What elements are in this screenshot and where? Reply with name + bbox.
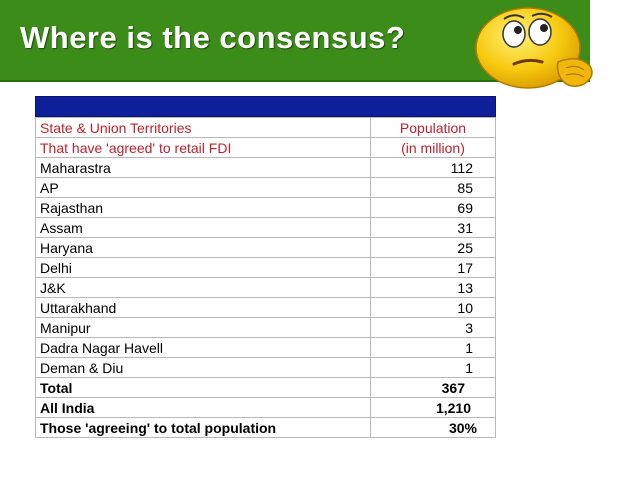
state-name: Maharastra [35, 157, 371, 178]
population-value: 31 [370, 217, 496, 238]
table-header-bar [35, 96, 496, 117]
table-row: Delhi 17 [35, 257, 496, 278]
slide-title: Where is the consensus? [20, 20, 406, 55]
population-table: State & Union Territories Population Tha… [35, 117, 496, 438]
table-row: J&K 13 [35, 277, 496, 298]
table-header-row-1: State & Union Territories Population [35, 117, 496, 138]
column-header-states: State & Union Territories [35, 117, 371, 138]
total-label: Total [35, 377, 371, 398]
population-value: 69 [370, 197, 496, 218]
state-name: J&K [35, 277, 371, 298]
state-name: Uttarakhand [35, 297, 371, 318]
population-value: 13 [370, 277, 496, 298]
table-header-row-2: That have 'agreed' to retail FDI (in mil… [35, 137, 496, 158]
total-value: 367 [370, 377, 496, 398]
population-value: 10 [370, 297, 496, 318]
table-row: Maharastra 112 [35, 157, 496, 178]
column-header-states-sub: That have 'agreed' to retail FDI [35, 137, 371, 158]
state-name: Assam [35, 217, 371, 238]
table-row: Deman & Diu 1 [35, 357, 496, 378]
table-row: Haryana 25 [35, 237, 496, 258]
state-name: Delhi [35, 257, 371, 278]
state-name: Deman & Diu [35, 357, 371, 378]
state-name: Haryana [35, 237, 371, 258]
state-name: Manipur [35, 317, 371, 338]
total-row: Total 367 [35, 377, 496, 398]
population-value: 17 [370, 257, 496, 278]
thinking-smiley-icon [475, 7, 593, 89]
population-value: 1 [370, 337, 496, 358]
population-value: 112 [370, 157, 496, 178]
population-value: 25 [370, 237, 496, 258]
state-name: Rajasthan [35, 197, 371, 218]
population-value: 85 [370, 177, 496, 198]
column-header-population-unit: (in million) [370, 137, 496, 158]
ratio-value: 30% [370, 417, 496, 438]
column-header-population: Population [370, 117, 496, 138]
state-name: Dadra Nagar Havell [35, 337, 371, 358]
population-value: 3 [370, 317, 496, 338]
table-row: Uttarakhand 10 [35, 297, 496, 318]
all-india-value: 1,210 [370, 397, 496, 418]
table-row: Dadra Nagar Havell 1 [35, 337, 496, 358]
state-name: AP [35, 177, 371, 198]
ratio-label: Those 'agreeing' to total population [35, 417, 371, 438]
population-value: 1 [370, 357, 496, 378]
table-row: Rajasthan 69 [35, 197, 496, 218]
table-row: Manipur 3 [35, 317, 496, 338]
table-row: AP 85 [35, 177, 496, 198]
all-india-label: All India [35, 397, 371, 418]
all-india-row: All India 1,210 [35, 397, 496, 418]
ratio-row: Those 'agreeing' to total population 30% [35, 417, 496, 438]
table-row: Assam 31 [35, 217, 496, 238]
fdi-table: State & Union Territories Population Tha… [35, 96, 496, 438]
